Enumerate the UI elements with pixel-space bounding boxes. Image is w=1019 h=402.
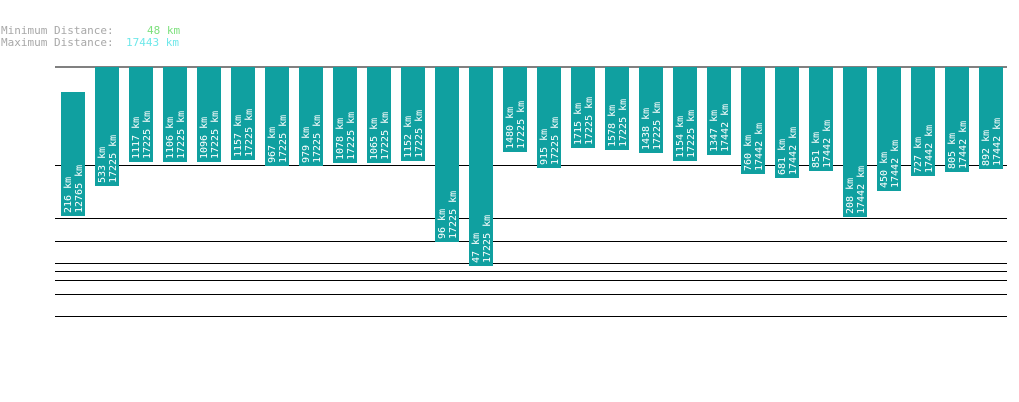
bar-23 xyxy=(843,67,867,217)
bar-label-distance-17: 1438 km xyxy=(641,108,652,150)
bar-label-distance-0: 216 km xyxy=(63,177,74,213)
bar-9 xyxy=(367,67,391,163)
bar-label-total-0: 12765 km xyxy=(74,165,85,213)
bar-27 xyxy=(979,67,1003,169)
bar-label-distance-18: 1154 km xyxy=(675,116,686,158)
bar-label-distance-24: 450 km xyxy=(879,152,890,188)
bar-label-total-2: 17225 km xyxy=(142,111,153,159)
bar-label-total-1: 17225 km xyxy=(108,135,119,183)
bar-label-total-12: 17225 km xyxy=(482,215,493,263)
bar-21 xyxy=(775,67,799,178)
bar-4 xyxy=(197,67,221,162)
bar-label-total-4: 17225 km xyxy=(210,111,221,159)
bar-label-total-11: 17225 km xyxy=(448,191,459,239)
bar-label-total-5: 17225 km xyxy=(244,109,255,157)
bar-label-total-3: 17225 km xyxy=(176,111,187,159)
bar-label-distance-12: 47 km xyxy=(471,233,482,263)
bar-label-distance-8: 1078 km xyxy=(335,118,346,160)
bar-label-distance-15: 1715 km xyxy=(573,103,584,145)
bar-5 xyxy=(231,67,255,160)
bar-label-total-24: 17442 km xyxy=(890,140,901,188)
bar-label-total-27: 17442 km xyxy=(992,118,1003,166)
bar-label-distance-20: 760 km xyxy=(743,135,754,171)
bar-11 xyxy=(435,67,459,242)
bar-label-distance-5: 1157 km xyxy=(233,115,244,157)
bar-label-total-17: 17225 km xyxy=(652,102,663,150)
bar-label-total-25: 17442 km xyxy=(924,125,935,173)
bar-2 xyxy=(129,67,153,162)
bar-label-distance-16: 1578 km xyxy=(607,105,618,147)
bar-14 xyxy=(537,67,561,168)
bar-0 xyxy=(61,92,85,216)
bar-label-distance-21: 681 km xyxy=(777,139,788,175)
bar-label-distance-9: 1065 km xyxy=(369,118,380,160)
bar-label-distance-4: 1096 km xyxy=(199,117,210,159)
bar-label-distance-23: 208 km xyxy=(845,178,856,214)
bar-label-total-15: 17225 km xyxy=(584,97,595,145)
bar-label-distance-13: 1480 km xyxy=(505,107,516,149)
bar-19 xyxy=(707,67,731,155)
bar-12 xyxy=(469,67,493,266)
bar-label-distance-7: 979 km xyxy=(301,127,312,163)
bar-label-total-8: 17225 km xyxy=(346,112,357,160)
bar-label-distance-6: 967 km xyxy=(267,127,278,163)
bar-label-total-26: 17442 km xyxy=(958,121,969,169)
bar-label-distance-14: 915 km xyxy=(539,129,550,165)
bar-label-total-6: 17225 km xyxy=(278,115,289,163)
bar-label-total-18: 17225 km xyxy=(686,110,697,158)
bar-8 xyxy=(333,67,357,163)
bar-label-total-20: 17442 km xyxy=(754,123,765,171)
bar-label-total-7: 17225 km xyxy=(312,115,323,163)
bar-20 xyxy=(741,67,765,174)
bar-label-distance-25: 727 km xyxy=(913,137,924,173)
max-distance-label: Maximum Distance: xyxy=(1,36,114,49)
bar-label-total-19: 17442 km xyxy=(720,104,731,152)
bar-label-total-23: 17442 km xyxy=(856,166,867,214)
bar-1 xyxy=(95,67,119,186)
bar-18 xyxy=(673,67,697,161)
bar-22 xyxy=(809,67,833,171)
max-distance-value: 17443 km xyxy=(126,36,179,49)
bar-label-distance-26: 805 km xyxy=(947,133,958,169)
bar-label-total-16: 17225 km xyxy=(618,99,629,147)
bar-label-distance-1: 533 km xyxy=(97,147,108,183)
bar-label-distance-2: 1117 km xyxy=(131,117,142,159)
bar-label-distance-27: 892 km xyxy=(981,130,992,166)
bar-label-distance-22: 851 km xyxy=(811,132,822,168)
bar-26 xyxy=(945,67,969,172)
bar-15 xyxy=(571,67,595,148)
bar-label-distance-11: 96 km xyxy=(437,209,448,239)
bar-label-total-14: 17225 km xyxy=(550,117,561,165)
bar-label-total-9: 17225 km xyxy=(380,112,391,160)
bar-13 xyxy=(503,67,527,152)
bar-label-distance-3: 1106 km xyxy=(165,117,176,159)
bar-17 xyxy=(639,67,663,153)
bar-label-total-22: 17442 km xyxy=(822,120,833,168)
bar-7 xyxy=(299,67,323,166)
bar-label-total-21: 17442 km xyxy=(788,127,799,175)
bar-label-distance-19: 1347 km xyxy=(709,110,720,152)
bar-6 xyxy=(265,67,289,166)
bar-label-total-13: 17225 km xyxy=(516,101,527,149)
bar-10 xyxy=(401,67,425,161)
bar-label-distance-10: 1152 km xyxy=(403,116,414,158)
bar-16 xyxy=(605,67,629,150)
min-distance-value: 48 km xyxy=(147,24,181,37)
bar-label-total-10: 17225 km xyxy=(414,110,425,158)
bar-24 xyxy=(877,67,901,191)
min-distance-label: Minimum Distance: xyxy=(1,24,114,37)
bar-3 xyxy=(163,67,187,162)
bar-25 xyxy=(911,67,935,176)
